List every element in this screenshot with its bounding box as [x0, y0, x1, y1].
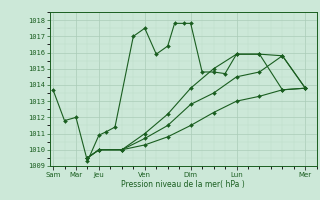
X-axis label: Pression niveau de la mer( hPa ): Pression niveau de la mer( hPa ): [121, 180, 245, 189]
